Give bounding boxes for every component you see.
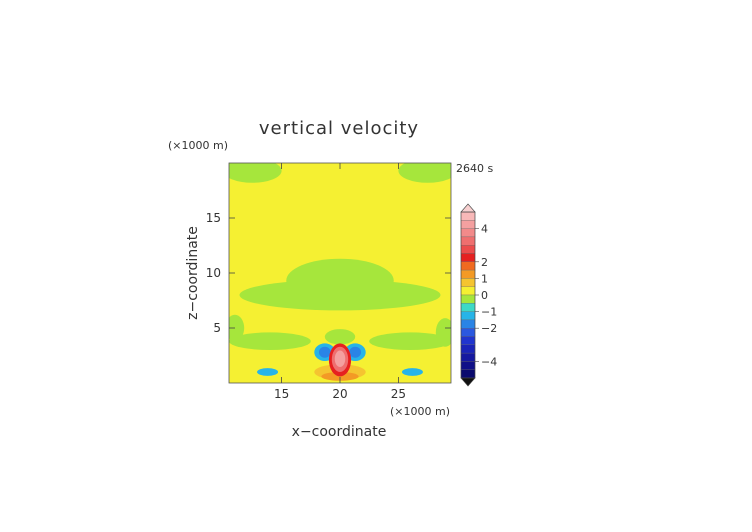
contour-region-0 — [229, 163, 282, 183]
colorbar-band — [460, 361, 476, 370]
colorbar-over-arrow — [460, 203, 476, 213]
contour-region-4 — [229, 332, 311, 351]
contour-region-9 — [257, 368, 279, 376]
colorbar-band — [460, 286, 476, 296]
y-tick-label: 5 — [213, 321, 221, 335]
y-unit-label: (×1000 m) — [168, 139, 228, 152]
y-tick-label: 15 — [206, 211, 221, 225]
contour-region-6 — [229, 314, 245, 342]
time-label: 2640 s — [456, 162, 493, 175]
x-unit-label: (×1000 m) — [390, 405, 450, 418]
colorbar-band — [460, 211, 476, 221]
colorbar-tick-label: −2 — [481, 322, 497, 335]
x-axis-label: x−coordinate — [292, 424, 387, 440]
contour-region-1 — [398, 163, 451, 183]
y-axis-label: z−coordinate — [185, 226, 201, 320]
colorbar-band — [460, 253, 476, 262]
colorbar: 4 2 1 0 −1 −2 −4 — [460, 203, 497, 387]
contour-region-15 — [318, 346, 331, 358]
colorbar-tick-label: −4 — [481, 355, 497, 368]
colorbar-tick-label: 0 — [481, 289, 488, 302]
colorbar-band — [460, 236, 476, 246]
colorbar-tick-label: 2 — [481, 256, 488, 269]
colorbar-band — [460, 344, 476, 354]
contour-plot-area — [229, 163, 451, 383]
axes: 15 20 25 5 10 15 — [206, 162, 452, 401]
colorbar-tick-label: −1 — [481, 306, 497, 319]
contour-region-3 — [286, 258, 394, 303]
y-tick-label: 10 — [206, 266, 221, 280]
contour-region-8 — [324, 329, 356, 345]
colorbar-band — [460, 294, 476, 304]
colorbar-band — [460, 319, 476, 329]
colorbar-band — [460, 220, 476, 229]
colorbar-band — [460, 261, 476, 271]
contour-region-5 — [369, 332, 451, 351]
colorbar-band — [460, 245, 476, 254]
colorbar-tick-label: 1 — [481, 272, 488, 285]
colorbar-band — [460, 228, 476, 238]
contour-region-19 — [334, 350, 346, 368]
colorbar-band — [460, 352, 476, 362]
colorbar-band — [460, 311, 476, 321]
chart-title: vertical velocity — [259, 118, 419, 139]
colorbar-band — [460, 336, 476, 345]
colorbar-band — [460, 278, 476, 287]
colorbar-band — [460, 369, 476, 379]
colorbar-band — [460, 303, 476, 312]
colorbar-under-arrow — [460, 377, 476, 387]
x-tick-label: 15 — [274, 387, 289, 401]
contour-fields — [229, 163, 451, 383]
contour-region-16 — [349, 346, 362, 358]
x-tick-label: 20 — [332, 387, 347, 401]
colorbar-tick-label: 4 — [481, 223, 488, 236]
contour-region-10 — [401, 368, 423, 376]
colorbar-band — [460, 328, 476, 337]
colorbar-band — [460, 269, 476, 279]
x-tick-label: 25 — [391, 387, 406, 401]
contour-region-7 — [435, 318, 451, 347]
